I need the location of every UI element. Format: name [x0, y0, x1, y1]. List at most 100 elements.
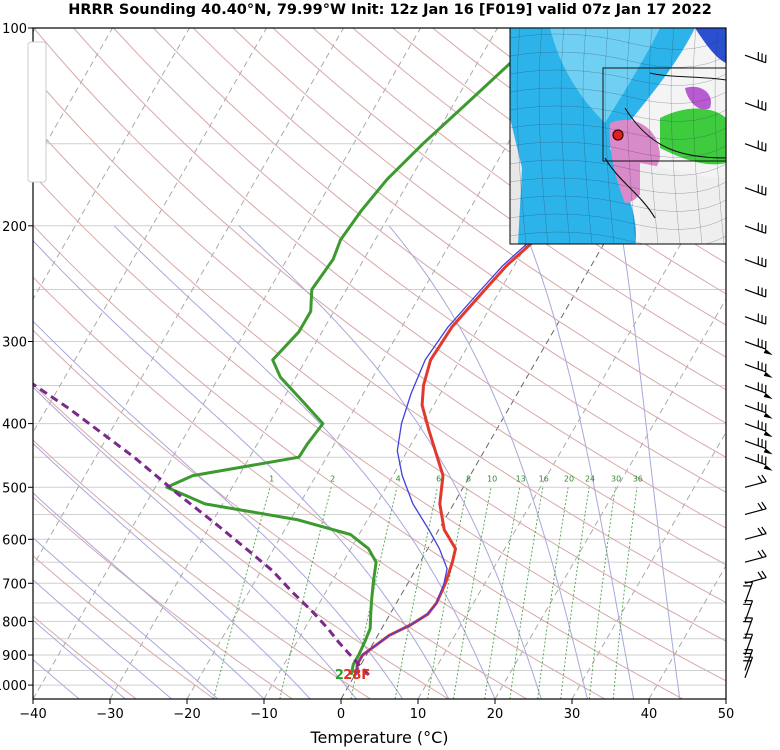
county-line [560, 28, 571, 244]
mixing-ratio-line [427, 487, 468, 699]
mixing-ratio-label: 8 [466, 475, 471, 484]
barb-feather [757, 475, 763, 483]
isotherm [33, 28, 421, 699]
mixing-ratio-label: 2 [330, 475, 335, 484]
pressure-contour [624, 107, 726, 159]
mixing-ratio-label: 10 [487, 475, 497, 484]
moist-adiabat [113, 225, 496, 699]
barb-pennant [763, 412, 773, 419]
dry-adiabat [73, 28, 726, 529]
barb-staff [744, 634, 754, 656]
moist-adiabat [33, 442, 311, 699]
county-line [538, 28, 549, 244]
barb-staff [744, 423, 766, 432]
dry-adiabat [33, 439, 371, 699]
dry-adiabat [192, 28, 726, 424]
wind-barb [744, 256, 767, 268]
wind-barb [744, 286, 767, 298]
isotherm [33, 28, 344, 567]
barb-feather [761, 570, 767, 578]
county-line [516, 28, 527, 244]
wind-barb [744, 99, 767, 111]
barb-staff [744, 617, 754, 639]
dry-adiabat [33, 276, 606, 699]
barb-pennant [763, 464, 773, 471]
dry-adiabat [33, 615, 137, 699]
county-line [510, 87, 726, 104]
wind-barbs [743, 52, 773, 679]
barb-staff [744, 143, 766, 152]
barb-staff [744, 102, 766, 111]
wind-barb [744, 474, 767, 488]
precip-field-lightblue [550, 28, 660, 123]
moist-adiabat [33, 320, 404, 699]
barb-staff [744, 384, 766, 394]
mixing-ratio-line [560, 487, 590, 699]
mixing-ratio-line [213, 487, 271, 699]
mixing-ratio-line [612, 487, 638, 699]
dry-adiabat [272, 28, 726, 358]
barb-feather [761, 526, 767, 534]
barb-staff [744, 456, 766, 466]
mixing-ratio-label: 13 [516, 475, 526, 484]
barb-feather [761, 549, 767, 557]
mixing-ratio-label: 16 [539, 475, 549, 484]
pressure-contour [649, 72, 726, 81]
y-tick-label: 200 [2, 220, 27, 235]
barb-staff [744, 404, 766, 414]
barb-pennant [763, 448, 773, 455]
isotherm [725, 698, 726, 699]
dry-adiabat [113, 28, 726, 493]
county-line [510, 231, 726, 244]
moist-adiabat [238, 225, 542, 699]
mixing-ratio-label: 6 [436, 475, 441, 484]
county-line [648, 28, 659, 244]
moist-adiabat [33, 579, 172, 699]
mixing-ratio-line [537, 487, 569, 699]
mixing-ratio-line [350, 487, 398, 699]
barb-feather [761, 501, 767, 510]
barb-pennant [763, 393, 773, 400]
barb-staff [744, 481, 767, 488]
wind-barb [744, 222, 767, 234]
county-line [626, 28, 637, 244]
dry-adiabat [33, 28, 726, 566]
x-tick-label: −30 [96, 707, 123, 722]
x-tick-label: −20 [173, 707, 200, 722]
wind-barb [744, 501, 767, 516]
barb-staff [744, 440, 766, 449]
dry-adiabat [33, 74, 726, 604]
surface-temperature-label: 28F [343, 668, 370, 683]
dry-adiabat [33, 329, 527, 699]
wind-barb [744, 570, 767, 584]
dry-adiabat [33, 383, 449, 699]
barb-staff [744, 316, 766, 325]
precip-field-darkblue [695, 28, 726, 63]
barb-staff [744, 225, 766, 234]
wind-barb [744, 454, 773, 471]
plot-frame [32, 27, 727, 700]
inset-map-content [510, 28, 726, 244]
wind-barb [744, 361, 773, 378]
barb-staff [744, 533, 767, 540]
x-axis-label: Temperature (°C) [309, 728, 448, 747]
isotherm [109, 28, 498, 699]
mixing-ratio-label: 1 [269, 475, 274, 484]
x-tick-label: −40 [19, 707, 46, 722]
precip-field-green [660, 108, 726, 165]
isotherm [33, 28, 267, 434]
county-line [510, 51, 726, 68]
chart-title: HRRR Sounding 40.40°N, 79.99°W Init: 12z… [68, 2, 712, 18]
precip-field-purple [685, 86, 711, 110]
x-tick-label: 0 [337, 707, 345, 722]
county-line [604, 28, 615, 244]
dry-adiabat [33, 224, 684, 699]
mixing-ratio-label: 4 [396, 475, 401, 484]
wind-barb [743, 656, 754, 679]
county-line [510, 33, 726, 50]
wind-barb [743, 617, 754, 639]
barb-feather [761, 474, 767, 482]
wind-barb [744, 420, 773, 438]
legend-box [27, 41, 47, 183]
